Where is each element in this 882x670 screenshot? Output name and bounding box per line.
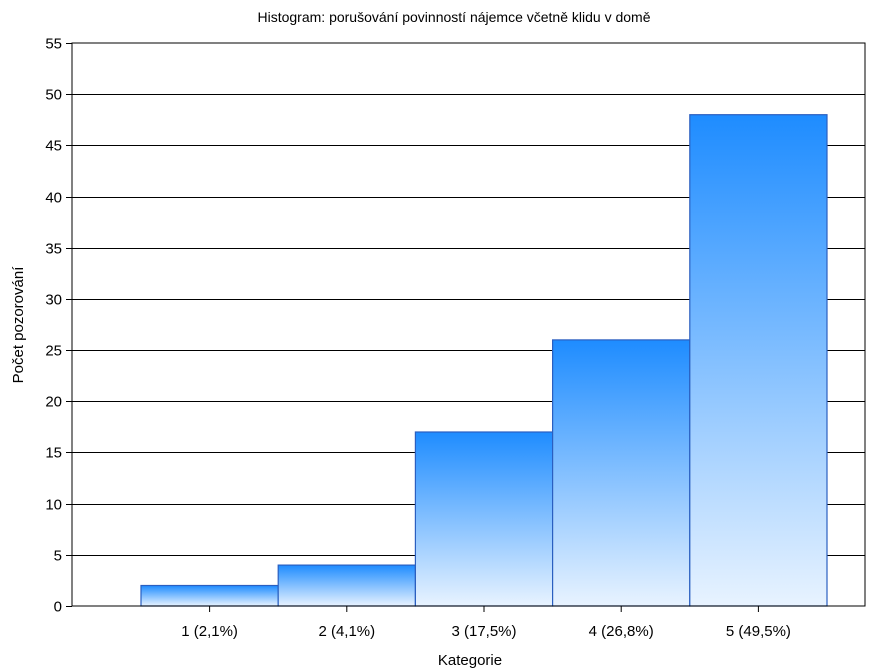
- y-tick-label: 0: [54, 599, 62, 616]
- bars: [140, 114, 828, 607]
- x-axis-label: Kategorie: [438, 652, 502, 669]
- bar-4: [551, 339, 691, 607]
- y-tick-label: 55: [45, 36, 62, 53]
- chart-title: Histogram: porušování povinností nájemce…: [258, 9, 651, 25]
- y-tick-label: 20: [45, 394, 62, 411]
- x-tick-label: 5 (49,5%): [726, 623, 791, 640]
- bar-3: [414, 431, 554, 607]
- y-tick-label: 25: [45, 343, 62, 360]
- x-tick-label: 4 (26,8%): [589, 623, 654, 640]
- bar-2: [277, 564, 417, 607]
- x-tick-label: 3 (17,5%): [451, 623, 516, 640]
- y-tick-label: 15: [45, 445, 62, 462]
- x-axis-ticks: 1 (2,1%) 2 (4,1%) 3 (17,5%) 4 (26,8%) 5 (49,…: [181, 606, 791, 640]
- y-tick-label: 35: [45, 241, 62, 258]
- y-tick-label: 45: [45, 138, 62, 155]
- bar-5: [689, 114, 828, 607]
- y-axis-label: Počet pozorování: [10, 266, 27, 384]
- y-tick-label: 50: [45, 87, 62, 104]
- x-tick-label: 1 (2,1%): [181, 623, 238, 640]
- y-tick-label: 10: [45, 497, 62, 514]
- bar-1: [140, 584, 279, 607]
- y-tick-label: 40: [45, 190, 62, 207]
- y-axis-ticks: 0 5 10 15 20 25 30 35 40 45 50 55: [45, 36, 72, 616]
- x-tick-label: 2 (4,1%): [318, 623, 375, 640]
- plot-frame: [71, 42, 866, 607]
- y-tick-label: 30: [45, 292, 62, 309]
- gridlines: [72, 94, 865, 556]
- y-tick-label: 5: [54, 548, 62, 565]
